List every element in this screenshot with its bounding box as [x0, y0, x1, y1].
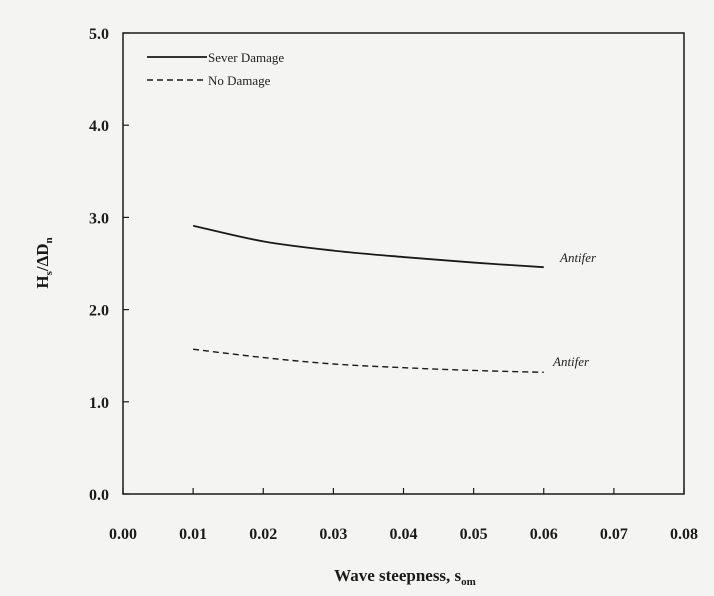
- legend: Sever Damage No Damage: [147, 50, 284, 88]
- x-tick-label-6: 0.06: [530, 526, 558, 543]
- y-axis-title: Hs/ΔDn: [33, 237, 55, 288]
- y-tick-label-1: 1.0: [89, 395, 109, 412]
- series-line-sever-damage: [192, 224, 544, 269]
- x-tick-label-1: 0.01: [179, 526, 207, 543]
- annotation-antifer-sever: Antifer: [559, 250, 597, 265]
- x-tick-label-7: 0.07: [600, 526, 628, 543]
- y-tick-label-3: 3.0: [89, 210, 109, 227]
- y-axis: 0.0 1.0 2.0 3.0 4.0 5.0: [89, 26, 129, 504]
- y-axis-title-sub2: n: [43, 237, 55, 243]
- x-tick-label-4: 0.04: [390, 526, 418, 543]
- y-axis-title-main: H: [33, 275, 52, 288]
- x-axis-title-sub: om: [461, 576, 476, 588]
- x-axis: 0.00 0.01 0.02 0.03 0.04 0.05 0.06 0.07 0.08: [109, 488, 698, 543]
- y-axis-title-mid: /ΔD: [33, 243, 52, 272]
- x-axis-title-main: Wave steepness, s: [334, 566, 461, 585]
- x-tick-label-8: 0.08: [670, 526, 698, 543]
- x-tick-label-2: 0.02: [249, 526, 277, 543]
- y-axis-title-sub1: s: [43, 270, 55, 275]
- legend-label-no-damage: No Damage: [208, 73, 271, 88]
- y-tick-label-2: 2.0: [89, 303, 109, 320]
- legend-label-sever-damage: Sever Damage: [208, 50, 284, 65]
- x-tick-label-3: 0.03: [319, 526, 347, 543]
- x-tick-label-5: 0.05: [460, 526, 488, 543]
- series-line-no-damage: [193, 348, 544, 373]
- y-tick-label-4: 4.0: [89, 118, 109, 135]
- y-tick-label-5: 5.0: [89, 26, 109, 43]
- annotation-antifer-no-damage: Antifer: [552, 354, 590, 369]
- plot-frame: [122, 32, 685, 495]
- series-layer: [192, 224, 544, 373]
- y-tick-label-0: 0.0: [89, 487, 109, 504]
- x-axis-title: Wave steepness, som: [334, 566, 476, 588]
- x-tick-label-0: 0.00: [109, 526, 137, 543]
